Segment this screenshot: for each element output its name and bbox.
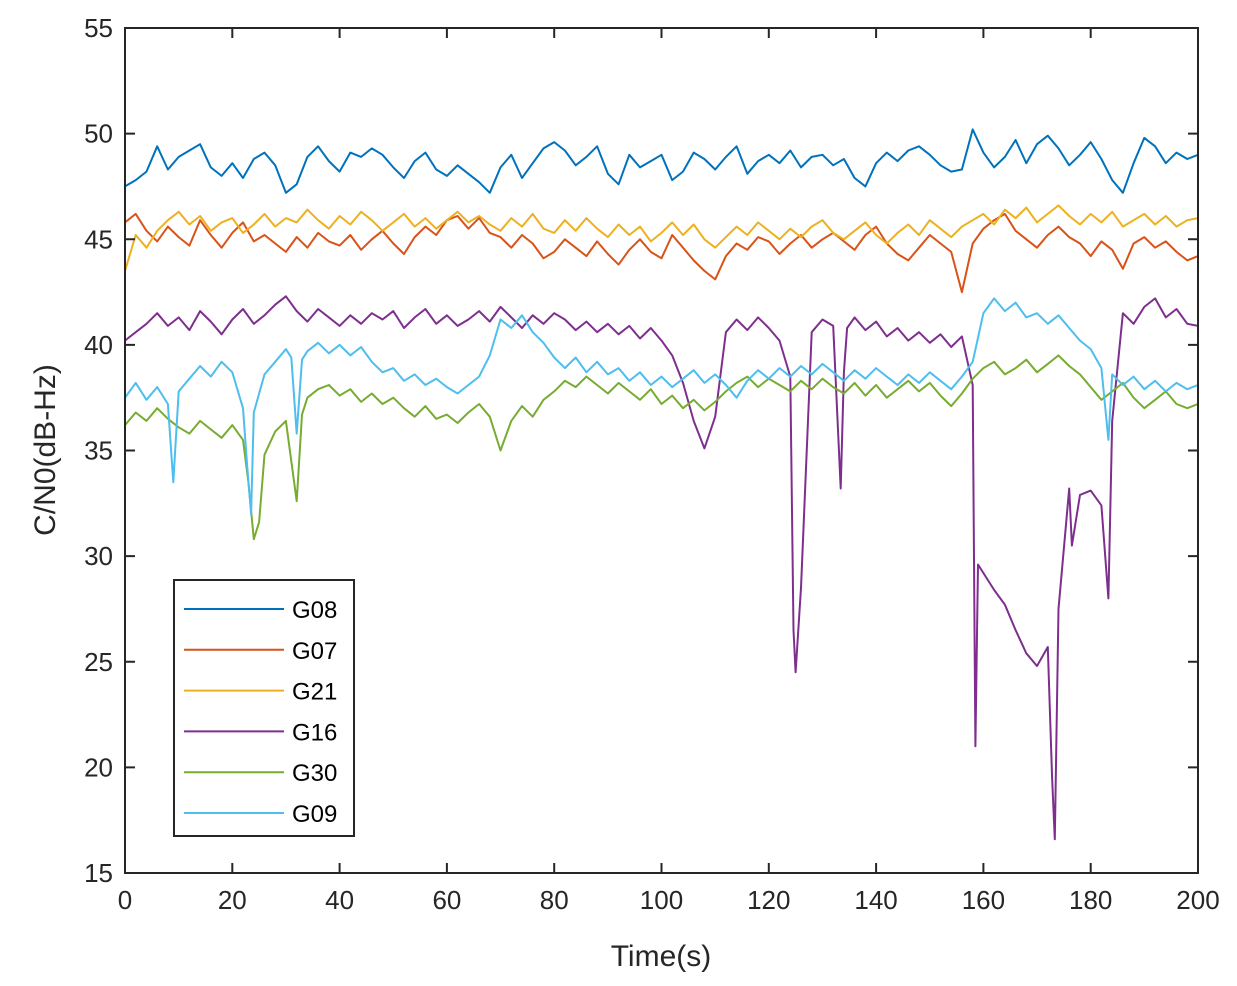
series-line-g16 — [124, 295, 1199, 841]
y-tick-label: 45 — [84, 224, 113, 254]
x-tick-label: 160 — [962, 885, 1005, 915]
y-tick-label: 25 — [84, 647, 113, 677]
y-tick-label: 35 — [84, 436, 113, 466]
y-tick-label: 30 — [84, 541, 113, 571]
y-tick-label: 20 — [84, 752, 113, 782]
x-tick-label: 0 — [118, 885, 132, 915]
series-layer — [124, 128, 1199, 841]
x-axis-title: Time(s) — [611, 940, 712, 973]
y-axis-title: C/N0(dB-Hz) — [29, 364, 62, 536]
series-line-g21 — [124, 204, 1199, 272]
legend-box — [173, 579, 355, 837]
x-tick-label: 200 — [1176, 885, 1219, 915]
series-line-g30 — [124, 354, 1199, 541]
x-tick-label: 100 — [640, 885, 683, 915]
y-tick-label: 40 — [84, 330, 113, 360]
legend-entries: G08 G07 G21 G16 G30 G09 — [184, 597, 337, 828]
y-tick-label: 15 — [84, 858, 113, 888]
x-tick-label: 140 — [854, 885, 897, 915]
legend-label-g08: G08 — [292, 597, 337, 624]
legend-label-g07: G07 — [292, 638, 337, 665]
legend: G08 G07 G21 G16 G30 G09 — [173, 579, 355, 837]
x-tick-label: 80 — [540, 885, 569, 915]
series-line-g08 — [124, 128, 1199, 194]
series-line-g07 — [124, 212, 1199, 294]
legend-label-g09: G09 — [292, 801, 337, 828]
tick-layer: 0 20 40 60 80 100 120 140 160 180 200 15 20 25 30 35 40 4… — [84, 13, 1220, 915]
legend-label-g30: G30 — [292, 760, 337, 787]
legend-label-g21: G21 — [292, 679, 337, 706]
y-tick-label: 55 — [84, 13, 113, 43]
y-tick-label: 50 — [84, 119, 113, 149]
x-tick-label: 60 — [432, 885, 461, 915]
series-line-g09 — [124, 297, 1199, 515]
x-tick-label: 20 — [218, 885, 247, 915]
x-tick-label: 180 — [1069, 885, 1112, 915]
x-tick-label: 120 — [747, 885, 790, 915]
legend-label-g16: G16 — [292, 719, 337, 746]
x-tick-label: 40 — [325, 885, 354, 915]
